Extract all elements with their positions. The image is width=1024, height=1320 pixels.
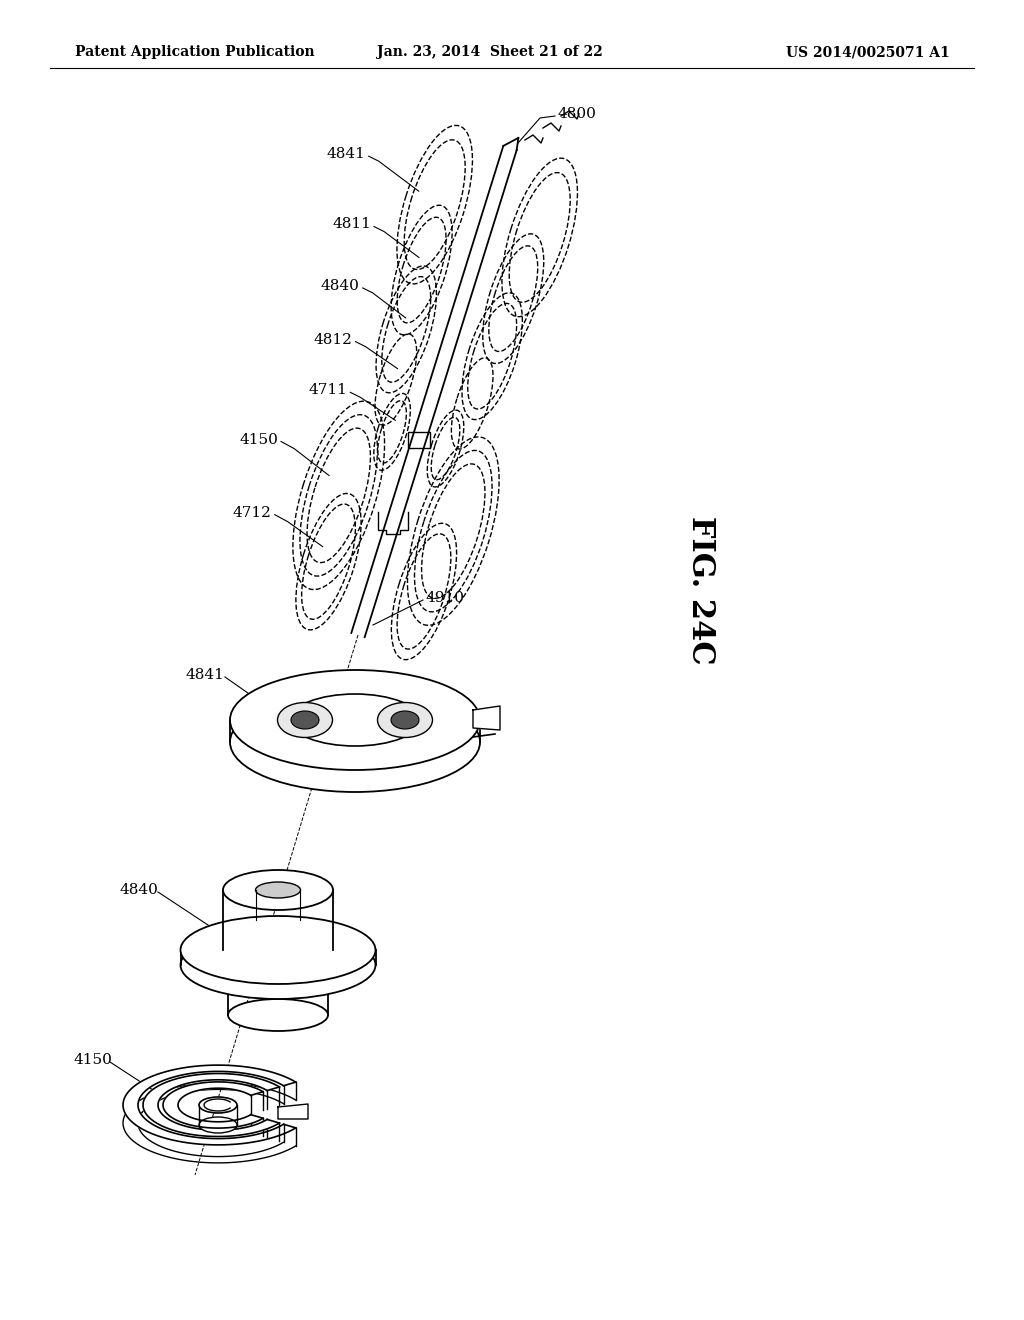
- Polygon shape: [278, 1104, 308, 1119]
- Text: FIG. 24C: FIG. 24C: [684, 516, 716, 664]
- Ellipse shape: [230, 692, 480, 792]
- Ellipse shape: [278, 702, 333, 738]
- Polygon shape: [143, 1073, 280, 1137]
- Text: 4841: 4841: [185, 668, 224, 682]
- Ellipse shape: [199, 1117, 237, 1133]
- Text: 4150: 4150: [73, 1053, 112, 1067]
- Polygon shape: [473, 706, 500, 730]
- Ellipse shape: [391, 711, 419, 729]
- Text: 4711: 4711: [308, 383, 347, 397]
- Text: 4841: 4841: [327, 148, 366, 161]
- Text: 4150: 4150: [240, 433, 279, 446]
- Ellipse shape: [180, 931, 376, 999]
- Polygon shape: [163, 1082, 263, 1129]
- Polygon shape: [378, 512, 408, 535]
- Text: 4800: 4800: [557, 107, 596, 121]
- Text: Patent Application Publication: Patent Application Publication: [75, 45, 314, 59]
- Text: 4910: 4910: [426, 591, 465, 605]
- Text: 4811: 4811: [332, 218, 371, 231]
- Text: 4812: 4812: [313, 333, 352, 347]
- Text: US 2014/0025071 A1: US 2014/0025071 A1: [786, 45, 950, 59]
- Text: 4712: 4712: [232, 506, 271, 520]
- Ellipse shape: [291, 711, 319, 729]
- Ellipse shape: [223, 870, 333, 909]
- Bar: [408, 432, 430, 449]
- Ellipse shape: [199, 1097, 237, 1113]
- Ellipse shape: [228, 944, 328, 975]
- Polygon shape: [123, 1065, 296, 1144]
- Ellipse shape: [230, 671, 480, 770]
- Text: Jan. 23, 2014  Sheet 21 of 22: Jan. 23, 2014 Sheet 21 of 22: [377, 45, 603, 59]
- Ellipse shape: [180, 916, 376, 983]
- Ellipse shape: [378, 702, 432, 738]
- Ellipse shape: [228, 999, 328, 1031]
- Text: 4840: 4840: [321, 279, 359, 293]
- Ellipse shape: [256, 882, 300, 898]
- Text: 4840: 4840: [120, 883, 159, 898]
